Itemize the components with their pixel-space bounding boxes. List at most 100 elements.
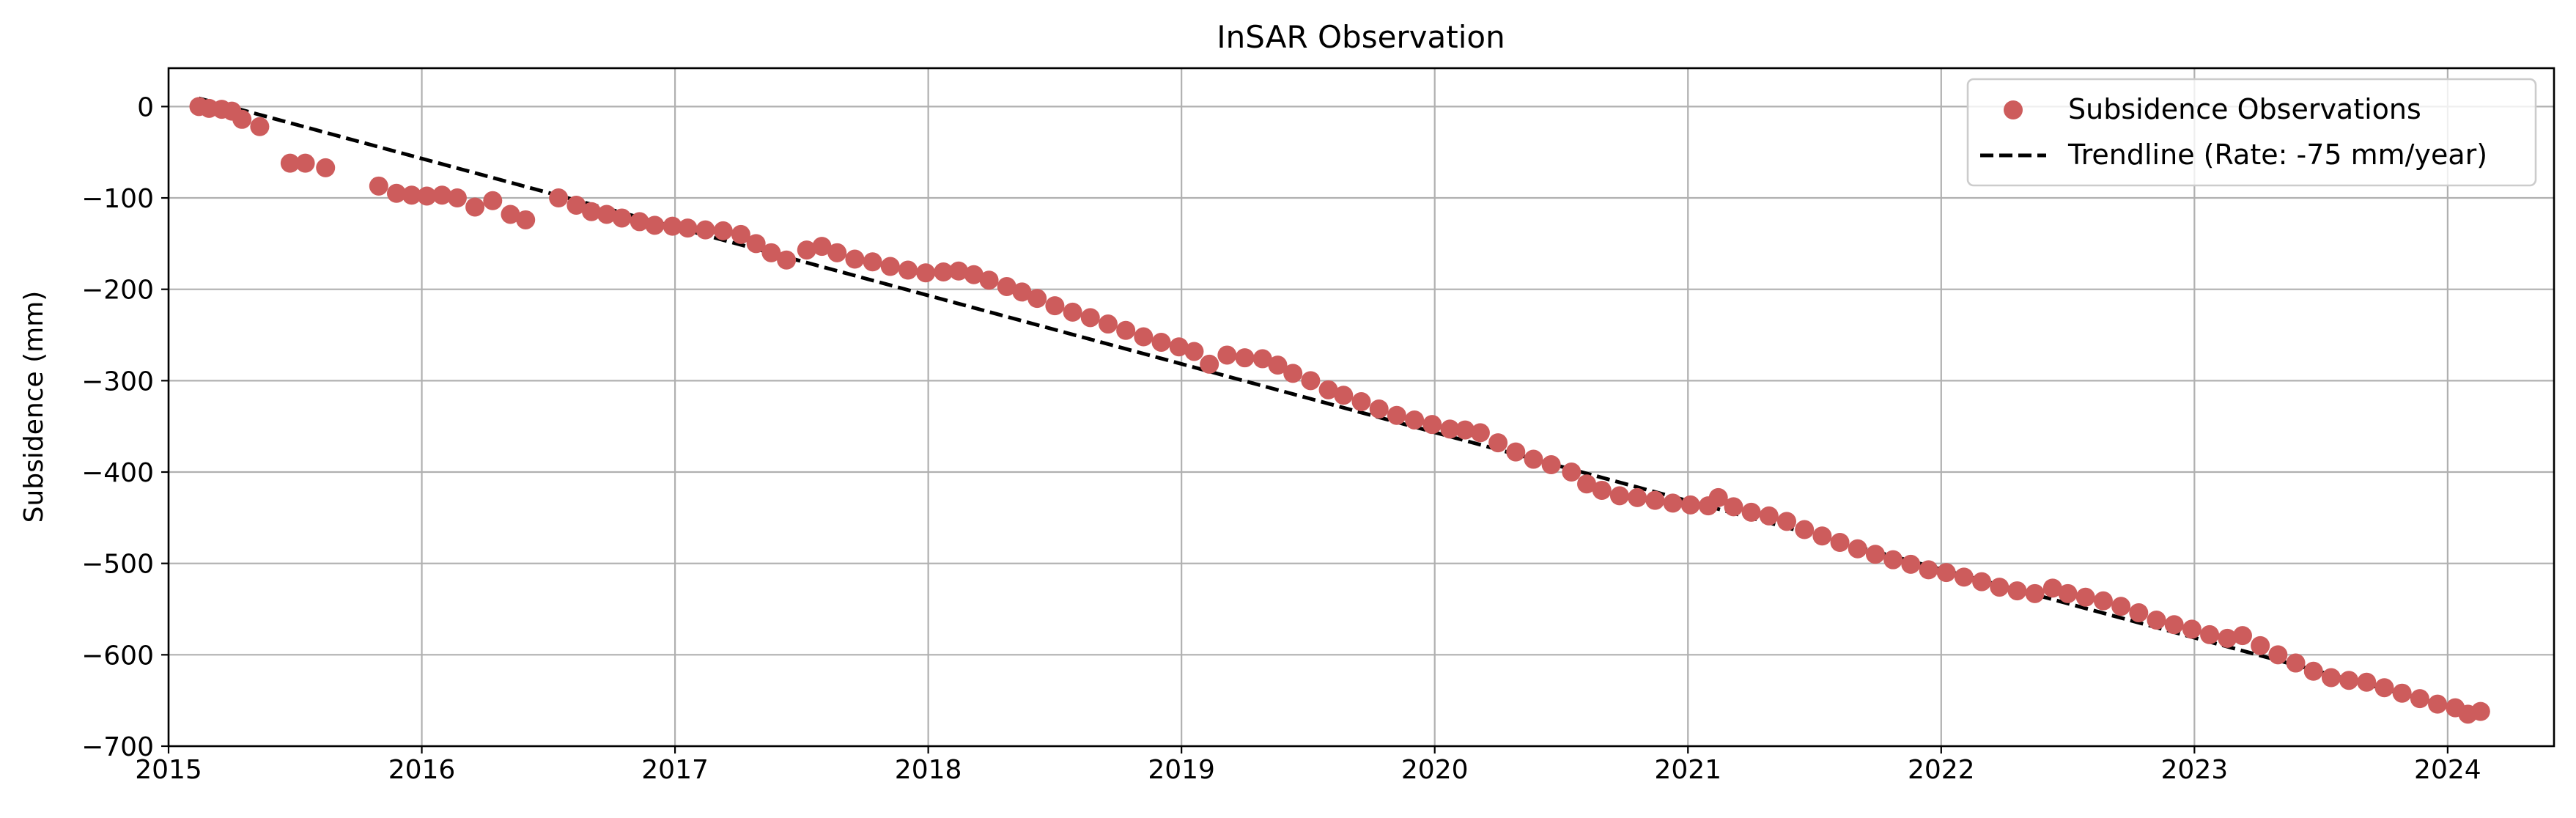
data-point (964, 265, 983, 284)
data-point (863, 252, 882, 272)
data-point (1098, 314, 1118, 334)
data-point (402, 185, 421, 205)
data-point (2164, 615, 2184, 635)
data-point (417, 186, 437, 206)
data-point (295, 153, 315, 173)
x-axis: 2015 2016 2017 2018 2019 2020 2021 2022 2023 2024 (135, 746, 2481, 785)
data-point (516, 210, 536, 229)
data-point (880, 257, 900, 276)
data-point (1470, 423, 1490, 443)
data-point (2251, 635, 2270, 655)
data-point (1919, 560, 1938, 580)
x-tick-label: 2024 (2414, 755, 2481, 785)
legend-box (1966, 78, 2537, 187)
data-point (2428, 694, 2448, 714)
data-point (1777, 512, 1797, 531)
data-point (2470, 701, 2490, 721)
data-point (1609, 486, 1629, 506)
data-point (1562, 463, 1582, 482)
data-point (678, 218, 698, 238)
data-point (1592, 480, 1612, 500)
data-point (2374, 678, 2394, 698)
y-tick-label: −400 (81, 458, 154, 488)
y-axis-label: Subsidence (mm) (19, 291, 49, 523)
data-point (1080, 308, 1100, 328)
data-point (1012, 282, 1032, 302)
data-point (1268, 355, 1288, 375)
data-point (2111, 597, 2131, 616)
data-point (761, 243, 781, 262)
data-point (645, 215, 665, 235)
data-point (1235, 348, 1255, 368)
data-point (2182, 619, 2202, 639)
data-point (949, 261, 969, 281)
data-point (1708, 487, 1728, 507)
data-point (1506, 442, 1526, 462)
data-point (1151, 332, 1171, 352)
data-point (1334, 386, 1354, 405)
data-point (916, 263, 936, 283)
data-point (232, 109, 252, 129)
data-point (1524, 449, 1543, 469)
data-point (1217, 345, 1237, 365)
data-point (567, 195, 586, 215)
y-tick-label: 0 (137, 92, 154, 122)
data-point (1252, 349, 1272, 369)
x-tick-label: 2015 (135, 755, 202, 785)
data-point (845, 249, 865, 269)
data-point (483, 191, 503, 210)
legend-label-trendline: Trendline (Rate: -75 mm/year) (2067, 139, 2487, 171)
x-tick-label: 2018 (895, 755, 962, 785)
data-point (1351, 392, 1371, 412)
data-point (432, 185, 452, 205)
data-point (1116, 320, 1136, 340)
data-point (2075, 587, 2095, 607)
data-point (1954, 567, 1974, 587)
data-point (1680, 495, 1700, 515)
data-point (582, 202, 602, 221)
data-point (1027, 289, 1047, 309)
legend: Subsidence Observations Trendline (Rate:… (1966, 78, 2537, 187)
plot-frame (167, 67, 2555, 748)
x-tick-label: 2019 (1148, 755, 1215, 785)
x-tick-label: 2017 (641, 755, 709, 785)
data-point (2357, 672, 2377, 692)
data-point (1169, 337, 1189, 357)
data-point (1283, 364, 1303, 383)
data-point (2321, 668, 2341, 688)
data-point (2058, 583, 2078, 603)
data-point (1724, 497, 1743, 517)
chart-title: InSAR Observation (1217, 19, 1505, 55)
data-point (1865, 545, 1885, 564)
legend-label-observations: Subsidence Observations (2068, 93, 2421, 125)
data-point (630, 212, 649, 232)
data-point (280, 153, 300, 173)
data-point (695, 220, 715, 240)
data-point (1972, 572, 1992, 592)
data-point (1455, 420, 1475, 440)
data-point (386, 183, 406, 203)
data-point (1301, 371, 1321, 391)
data-point (1577, 474, 1597, 494)
y-tick-label: −500 (81, 550, 154, 580)
data-point (1134, 327, 1154, 347)
data-point (2093, 591, 2113, 611)
data-point (2129, 603, 2149, 622)
data-point (1795, 520, 1815, 539)
data-point (827, 243, 847, 262)
x-tick-label: 2020 (1401, 755, 1469, 785)
data-point (612, 208, 632, 228)
data-point (1440, 419, 1460, 439)
data-point (1422, 415, 1442, 435)
x-tick-label: 2022 (1908, 755, 1975, 785)
data-point (812, 237, 832, 257)
data-point (465, 197, 485, 217)
data-point (2268, 645, 2288, 665)
data-point (934, 262, 953, 281)
data-point (1848, 539, 1867, 559)
data-point (1936, 563, 1956, 583)
data-point (746, 234, 766, 254)
data-point (1405, 410, 1425, 430)
data-point (1318, 380, 1338, 399)
data-point (997, 276, 1016, 296)
